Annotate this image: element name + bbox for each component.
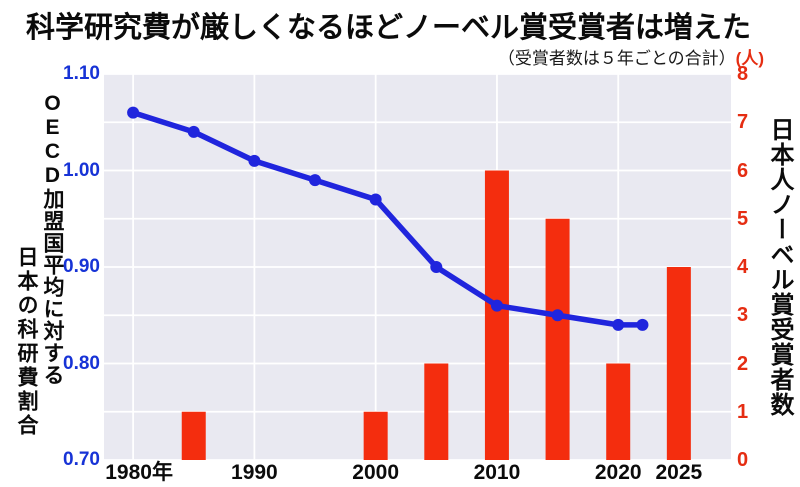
funding-ratio-marker bbox=[430, 261, 443, 273]
right-tick-label: 0 bbox=[737, 449, 749, 471]
left-tick-label: 0.70 bbox=[63, 449, 100, 470]
funding-ratio-marker bbox=[127, 106, 140, 119]
plot-area bbox=[104, 74, 731, 460]
right-tick-label: 2 bbox=[737, 352, 749, 375]
left-axis-title-line2: 日本の科研費割合 bbox=[15, 246, 38, 438]
right-tick-label: 7 bbox=[737, 111, 749, 134]
nobel-laureates-bar bbox=[424, 363, 449, 460]
x-tick-label: 2000 bbox=[352, 461, 400, 484]
right-tick-label: 4 bbox=[737, 256, 749, 278]
funding-ratio-marker bbox=[490, 299, 503, 312]
x-tick-label: 2025 bbox=[655, 461, 703, 484]
right-tick-label: 8 bbox=[737, 63, 749, 85]
funding-ratio-marker bbox=[636, 318, 649, 331]
x-tick-label: 1990 bbox=[231, 461, 278, 484]
subtitle-unit-label: (人) bbox=[735, 49, 764, 68]
left-tick-label: 0.80 bbox=[63, 352, 100, 374]
x-tick-label: 1980年 bbox=[105, 461, 173, 484]
right-tick-label: 5 bbox=[737, 207, 749, 230]
subtitle-note: （受賞者数は５年ごとの合計） bbox=[497, 49, 736, 68]
right-tick-label: 1 bbox=[737, 400, 749, 423]
right-axis-title: 日本人ノーベル賞受賞者数 bbox=[766, 117, 793, 417]
funding-ratio-line bbox=[130, 109, 646, 328]
chart-title: 科学研究費が厳しくなるほどノーベル賞受賞者は増えた bbox=[26, 12, 752, 44]
nobel-laureates-bar bbox=[666, 267, 691, 460]
left-tick-label: 0.90 bbox=[63, 256, 100, 277]
x-tick-label: 2010 bbox=[473, 461, 521, 484]
right-tick-label: 6 bbox=[737, 159, 749, 182]
left-axis-title-line1: OECD加盟国平均に対する bbox=[41, 92, 64, 386]
right-tick-label: 3 bbox=[737, 304, 749, 327]
x-tick-label: 2020 bbox=[594, 461, 642, 484]
left-tick-label: 1.10 bbox=[63, 63, 100, 84]
nobel-laureates-bar bbox=[181, 411, 206, 460]
chart-subtitle: （受賞者数は５年ごとの合計）(人) bbox=[498, 44, 764, 69]
nobel-laureates-bar bbox=[545, 218, 570, 460]
funding-ratio-marker bbox=[187, 125, 200, 138]
funding-ratio-marker bbox=[551, 309, 564, 322]
nobel-laureates-bar bbox=[484, 170, 509, 460]
nobel-laureates-bar bbox=[363, 411, 388, 460]
funding-ratio-marker bbox=[248, 154, 261, 167]
funding-ratio-marker bbox=[612, 318, 625, 331]
combo-chart bbox=[104, 74, 731, 460]
funding-ratio-marker bbox=[309, 174, 322, 187]
left-tick-label: 1.00 bbox=[63, 159, 100, 181]
funding-ratio-marker bbox=[369, 193, 382, 206]
nobel-laureates-bar bbox=[606, 363, 631, 460]
